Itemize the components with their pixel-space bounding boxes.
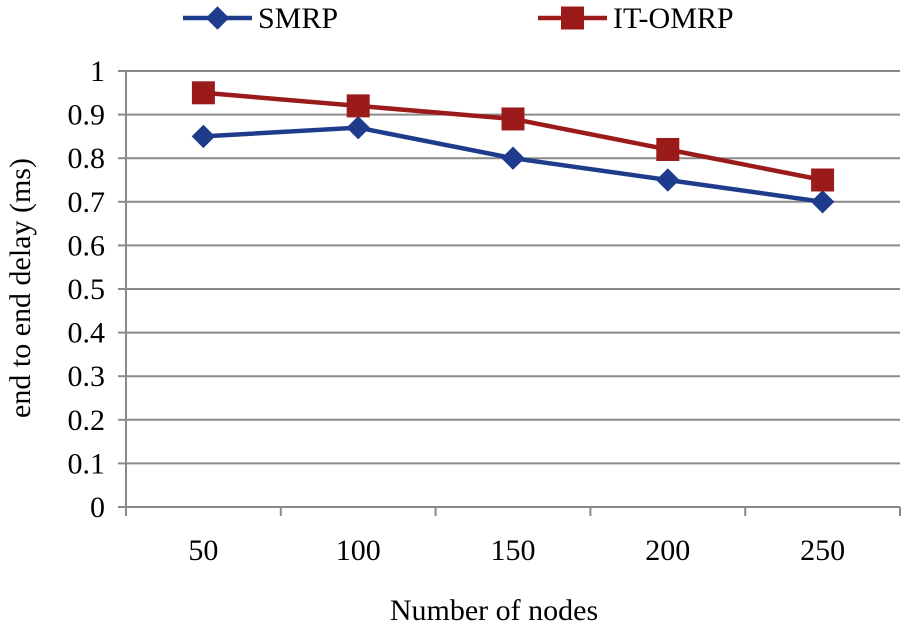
data-point-it-omrp-200 bbox=[656, 137, 680, 161]
x-axis-title: Number of nodes bbox=[390, 594, 598, 627]
x-axis-tick-labels: 50 100 150 200 250 bbox=[188, 534, 845, 567]
y-tick-label-0.7: 0.7 bbox=[68, 186, 106, 219]
y-tick-label-1: 1 bbox=[90, 55, 105, 88]
y-tick-label-0.2: 0.2 bbox=[68, 404, 106, 437]
series-layer bbox=[191, 81, 835, 214]
y-tick-label-0.6: 0.6 bbox=[68, 229, 106, 262]
legend-marker-smrp bbox=[205, 6, 230, 30]
y-axis-title: end to end delay (ms) bbox=[4, 158, 37, 418]
data-point-smrp-50 bbox=[191, 124, 216, 149]
axes bbox=[118, 70, 901, 516]
series-smrp bbox=[191, 115, 835, 214]
x-tick-label-100: 100 bbox=[336, 534, 381, 567]
x-tick-label-250: 250 bbox=[800, 534, 845, 567]
data-point-smrp-200 bbox=[656, 168, 680, 192]
data-point-smrp-250 bbox=[810, 190, 835, 214]
y-tick-label-0.9: 0.9 bbox=[68, 99, 106, 132]
y-tick-label-0.4: 0.4 bbox=[68, 317, 106, 350]
series-it-omrp bbox=[191, 81, 835, 192]
x-tick-label-50: 50 bbox=[188, 534, 218, 567]
y-tick-label-0.3: 0.3 bbox=[68, 360, 106, 393]
legend-label-smrp: SMRP bbox=[258, 2, 338, 35]
y-tick-label-0: 0 bbox=[90, 491, 105, 524]
data-point-smrp-100 bbox=[346, 115, 370, 140]
y-axis-tick-labels: 0 0.1 0.2 0.3 0.4 0.5 0.6 0.7 0.8 0.9 1 bbox=[68, 55, 106, 524]
y-tick-label-0.1: 0.1 bbox=[68, 447, 106, 480]
x-tick-label-200: 200 bbox=[645, 534, 690, 567]
legend-marker-it-omrp bbox=[561, 6, 584, 30]
data-point-it-omrp-100 bbox=[346, 94, 370, 118]
data-point-it-omrp-50 bbox=[191, 81, 215, 105]
data-point-it-omrp-150 bbox=[501, 107, 525, 131]
x-tick-label-150: 150 bbox=[491, 534, 536, 567]
legend-item-smrp: SMRP bbox=[183, 2, 338, 35]
y-tick-label-0.5: 0.5 bbox=[68, 273, 106, 306]
data-point-it-omrp-250 bbox=[811, 168, 835, 192]
legend: SMRP IT-OMRP bbox=[183, 2, 734, 35]
data-point-smrp-150 bbox=[501, 146, 525, 170]
legend-label-it-omrp: IT-OMRP bbox=[613, 2, 734, 35]
y-tick-label-0.8: 0.8 bbox=[68, 142, 106, 175]
legend-item-it-omrp: IT-OMRP bbox=[538, 2, 734, 35]
